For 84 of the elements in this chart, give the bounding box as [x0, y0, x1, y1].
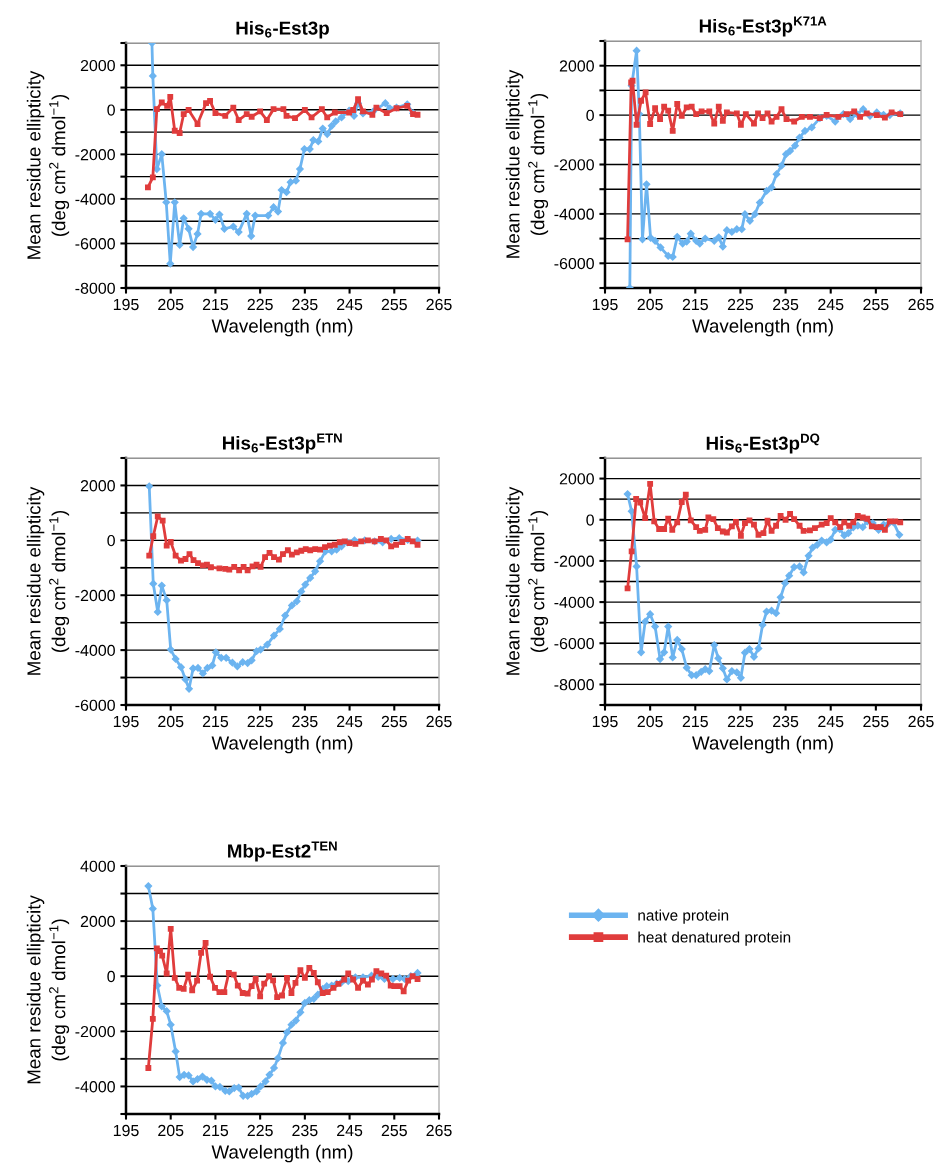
x-tick-label: 265 [908, 715, 934, 728]
y-tick-label: -6000 [554, 257, 594, 270]
x-tick-label: 215 [202, 715, 229, 728]
x-axis-title: Wavelength (nm) [211, 318, 353, 337]
x-tick-label: 245 [818, 715, 844, 728]
x-tick-label: 255 [381, 715, 407, 728]
x-axis-title: Wavelength (nm) [211, 735, 353, 754]
y-tick-label: 4000 [80, 860, 115, 872]
y-tick-label: 2000 [80, 915, 115, 928]
x-tick-label: 245 [337, 298, 363, 311]
x-tick-label: 205 [637, 298, 663, 311]
x-tick-label: 235 [773, 715, 799, 728]
x-tick-label: 195 [592, 298, 618, 311]
y-axis-title: Mean residue ellipticity (deg cm$^{2}$ dmol$^{−1}$) [26, 70, 70, 259]
x-tick-label: 255 [381, 298, 407, 311]
y-tick-label: -4000 [554, 596, 594, 609]
y-tick-label: 0 [586, 514, 594, 526]
y-tick-label: 0 [107, 104, 115, 116]
y-tick-label: -8000 [554, 679, 594, 691]
x-tick-label: 265 [426, 1124, 452, 1137]
x-tick-label: 255 [863, 715, 889, 728]
x-tick-label: 225 [247, 298, 273, 311]
chart-title: Mbp-Est2$^{TEN}$ [228, 841, 337, 862]
legend-label: native protein [638, 909, 729, 924]
y-tick-label: -2000 [554, 159, 594, 171]
x-tick-label: 265 [426, 715, 452, 728]
y-axis-title: Mean residue ellipticity (deg cm$^{2}$ dmol$^{−1}$) [505, 486, 549, 675]
x-tick-label: 255 [863, 298, 889, 311]
y-tick-label: -4000 [75, 1081, 115, 1093]
x-tick-label: 225 [247, 715, 273, 728]
y-tick-label: -6000 [75, 238, 115, 250]
x-tick-label: 205 [158, 715, 184, 728]
x-tick-label: 265 [426, 298, 452, 311]
y-tick-label: -4000 [554, 208, 594, 220]
x-tick-label: 215 [202, 298, 229, 311]
y-tick-label: 0 [107, 970, 115, 983]
chart-title: His$_{6}$-Est3p$^{DQ}$ [706, 433, 820, 454]
x-axis-title: Wavelength (nm) [211, 1144, 353, 1163]
chart-title: His$_{6}$-Est3p$^{K71A}$ [699, 16, 827, 37]
x-tick-label: 225 [247, 1124, 273, 1137]
y-tick-label: -2000 [75, 589, 115, 602]
y-tick-label: -2000 [75, 1025, 115, 1038]
y-tick-label: 2000 [80, 480, 115, 492]
y-axis-title: Mean residue ellipticity (deg cm$^{2}$ dmol$^{−1}$) [26, 486, 70, 675]
x-tick-label: 245 [337, 715, 363, 728]
chart-title: His$_{6}$-Est3p [236, 20, 329, 39]
x-tick-label: 195 [113, 1124, 139, 1137]
x-tick-label: 245 [818, 298, 844, 311]
x-tick-label: 205 [158, 298, 184, 311]
x-axis-title: Wavelength (nm) [692, 735, 833, 754]
y-tick-label: -8000 [75, 282, 115, 294]
y-tick-label: 0 [586, 109, 594, 122]
y-tick-label: 2000 [559, 60, 594, 72]
x-tick-label: 255 [381, 1124, 407, 1137]
x-tick-label: 215 [682, 298, 708, 311]
x-tick-label: 265 [908, 298, 934, 311]
chart-title: His$_{6}$-Est3p$^{ETN}$ [223, 433, 342, 454]
y-tick-label: 0 [107, 534, 115, 547]
x-tick-label: 235 [773, 298, 799, 311]
y-tick-label: -6000 [75, 699, 115, 711]
y-tick-label: -2000 [75, 149, 115, 161]
y-tick-label: -4000 [75, 193, 115, 205]
x-tick-label: 245 [337, 1124, 363, 1137]
x-tick-label: 195 [113, 298, 139, 311]
x-tick-label: 215 [202, 1124, 229, 1137]
x-tick-label: 205 [637, 715, 663, 728]
y-tick-label: -2000 [554, 555, 594, 567]
y-axis-title: Mean residue ellipticity (deg cm$^{2}$ dmol$^{−1}$) [505, 69, 549, 258]
x-tick-label: 195 [592, 715, 618, 728]
x-tick-label: 195 [113, 715, 139, 728]
x-tick-label: 235 [292, 715, 318, 728]
x-axis-title: Wavelength (nm) [692, 318, 833, 337]
y-tick-label: 2000 [80, 59, 115, 72]
x-tick-label: 235 [292, 298, 318, 311]
y-axis-title: Mean residue ellipticity (deg cm$^{2}$ dmol$^{−1}$) [26, 895, 70, 1084]
y-tick-label: 2000 [559, 473, 594, 485]
legend-label: heat denatured protein [638, 931, 791, 946]
x-tick-label: 205 [158, 1124, 184, 1137]
y-tick-label: -4000 [75, 644, 115, 657]
x-tick-label: 235 [292, 1124, 318, 1137]
x-tick-label: 225 [727, 715, 754, 728]
x-tick-label: 225 [727, 298, 754, 311]
y-tick-label: -6000 [554, 637, 594, 650]
x-tick-label: 215 [682, 715, 708, 728]
